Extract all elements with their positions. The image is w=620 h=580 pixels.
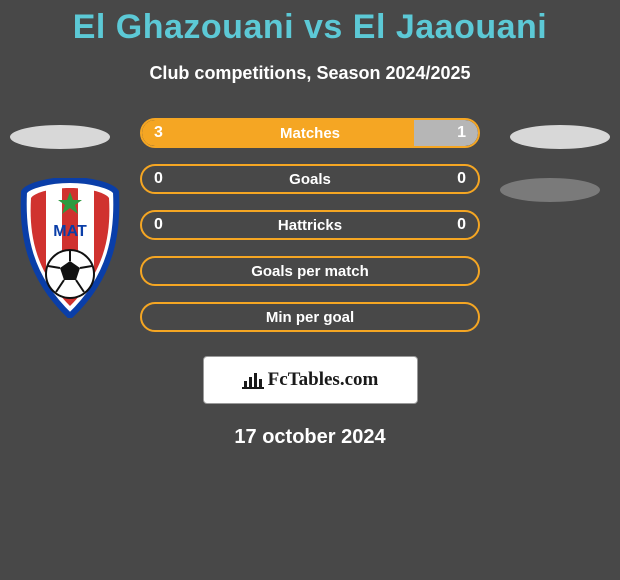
stat-label: Hattricks bbox=[278, 217, 342, 234]
stat-row: Matches 3 1 bbox=[140, 118, 480, 148]
stat-rows: Matches 3 1 Goals 0 0 Hattricks 0 0 Goals per mat… bbox=[140, 118, 480, 332]
stat-value-right: 0 bbox=[457, 170, 466, 188]
player-left-name: El Ghazouani bbox=[73, 8, 294, 46]
bar-chart-icon bbox=[242, 371, 264, 389]
stat-label: Min per goal bbox=[266, 309, 354, 326]
stat-row: Goals per match bbox=[140, 256, 480, 286]
stat-value-left: 0 bbox=[154, 216, 163, 234]
page-subtitle: Club competitions, Season 2024/2025 bbox=[0, 63, 620, 84]
brand-badge: FcTables.com bbox=[203, 356, 418, 404]
stat-label: Goals bbox=[289, 171, 331, 188]
page-title: El Ghazouani vs El Jaaouani bbox=[0, 0, 620, 47]
stat-row: Hattricks 0 0 bbox=[140, 210, 480, 240]
brand-text: FcTables.com bbox=[268, 369, 379, 391]
date-text: 17 october 2024 bbox=[0, 426, 620, 449]
vs-separator: vs bbox=[294, 8, 353, 46]
stat-value-right: 1 bbox=[457, 124, 466, 142]
stats-section: Matches 3 1 Goals 0 0 Hattricks 0 0 Goals per mat… bbox=[0, 118, 620, 332]
stat-label: Goals per match bbox=[251, 263, 369, 280]
stat-row: Min per goal bbox=[140, 302, 480, 332]
stat-value-left: 0 bbox=[154, 170, 163, 188]
stat-label: Matches bbox=[280, 125, 340, 142]
stat-value-right: 0 bbox=[457, 216, 466, 234]
player-right-name: El Jaaouani bbox=[353, 8, 547, 46]
stat-value-left: 3 bbox=[154, 124, 163, 142]
stat-row: Goals 0 0 bbox=[140, 164, 480, 194]
comparison-infographic: El Ghazouani vs El Jaaouani Club competi… bbox=[0, 0, 620, 580]
